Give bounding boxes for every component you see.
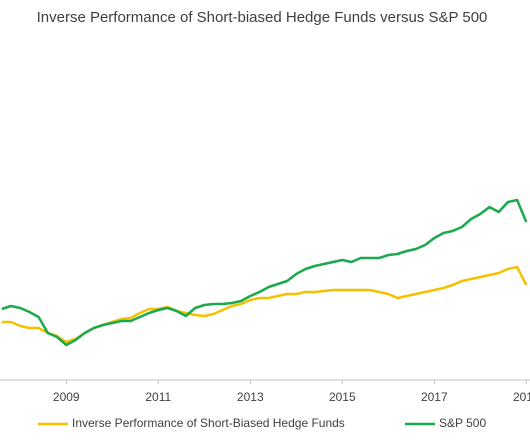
x-tick-label: 2011: [145, 390, 171, 404]
series-line: [1, 198, 528, 347]
legend-label: S&P 500: [439, 416, 486, 430]
legend-label: Inverse Performance of Short-Biased Hedg…: [72, 416, 345, 430]
x-tick-label: 2009: [53, 390, 80, 404]
x-tick-label: 2015: [329, 390, 356, 404]
x-tick-label: 2017: [421, 390, 448, 404]
x-tick-label: 2019: [513, 390, 530, 404]
chart-title: Inverse Performance of Short-biased Hedg…: [37, 9, 488, 26]
series-line: [1, 265, 528, 344]
x-tick-label: 2013: [237, 390, 264, 404]
